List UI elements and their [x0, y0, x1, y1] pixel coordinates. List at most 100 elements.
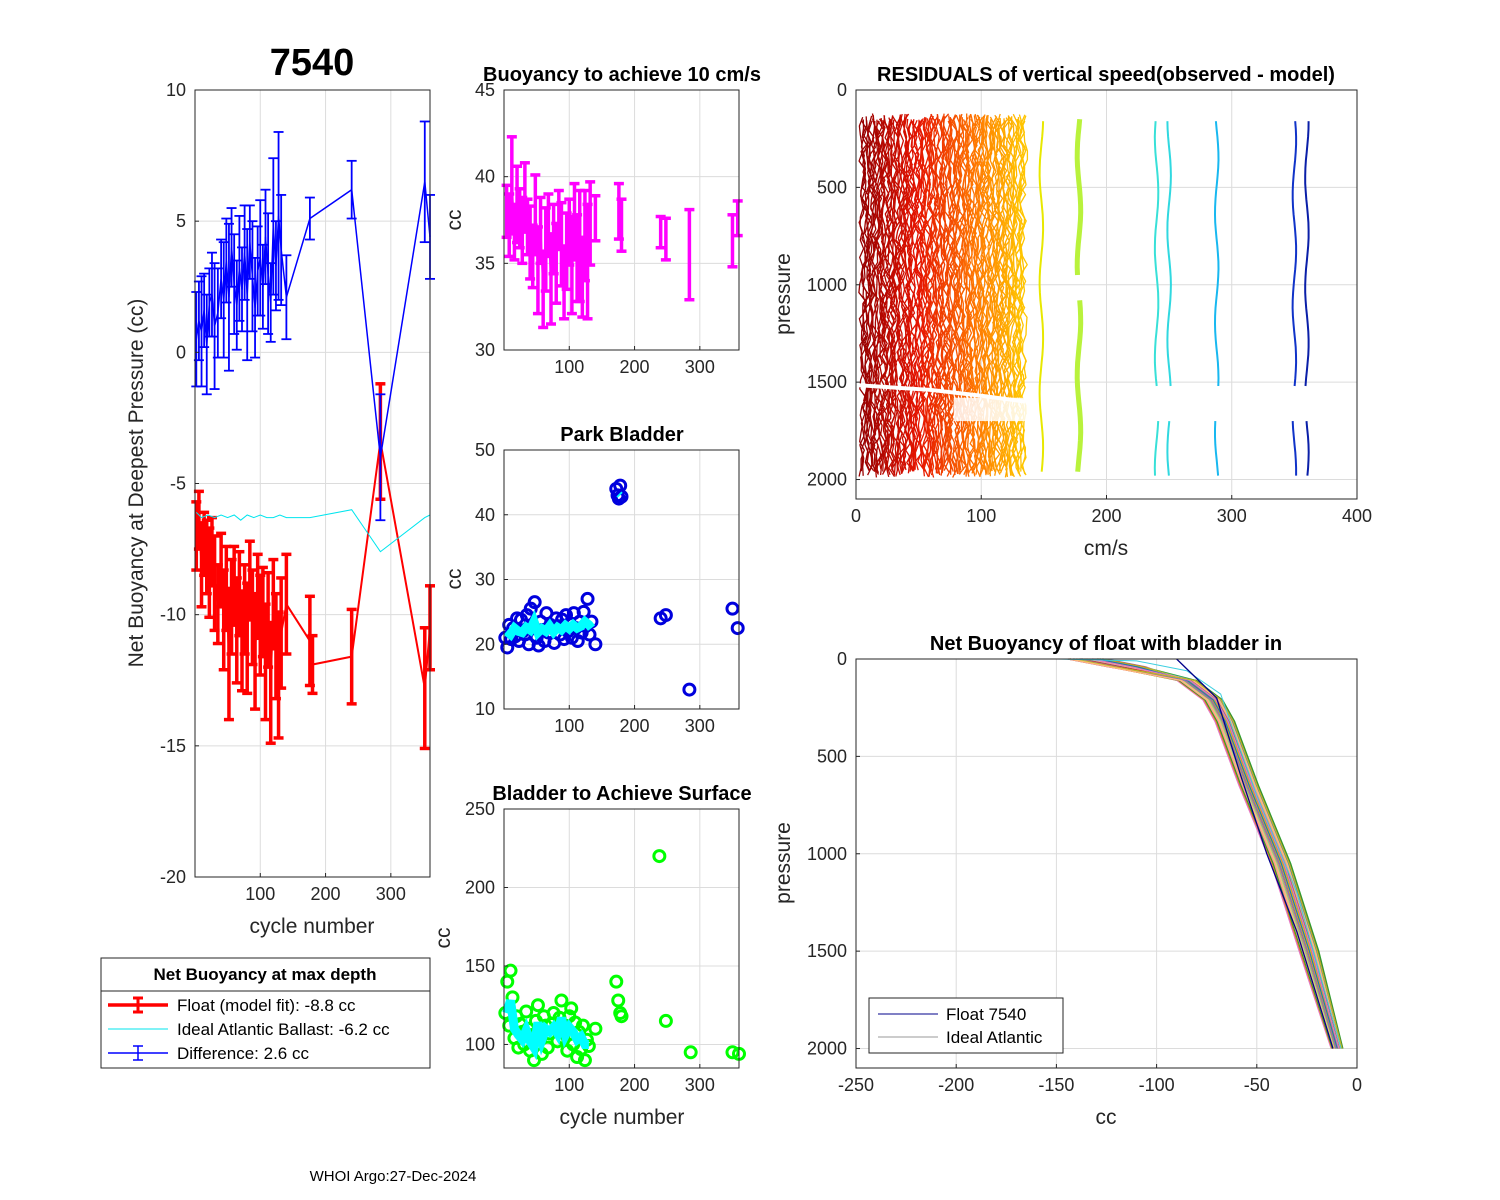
b10-ytick-label: 30 [475, 340, 495, 360]
park-point [527, 595, 542, 610]
legend-float-marker [108, 996, 168, 1014]
residual-profile [923, 118, 932, 470]
netb-title: Net Buoyancy of float with bladder in [930, 633, 1282, 655]
netb-legend-float-label: Float 7540 [946, 1005, 1026, 1024]
park-ytick-label: 10 [475, 699, 495, 719]
residual-profile [873, 120, 882, 472]
residual-profile [905, 120, 915, 472]
surf-point [652, 849, 667, 864]
buoyancy-profile [1096, 658, 1338, 1049]
park-point [682, 682, 697, 697]
residual-profile [866, 120, 875, 472]
difference-line [195, 181, 431, 458]
surf-point [530, 998, 545, 1013]
surf-point [658, 1013, 673, 1028]
resid-ylabel: pressure [772, 253, 795, 335]
b10-ylabel: cc [443, 210, 466, 231]
park-ytick-label: 40 [475, 505, 495, 525]
residual-profile [945, 117, 955, 477]
netb-xlabel: cc [1096, 1106, 1117, 1129]
net-title: 7540 [270, 42, 355, 84]
resid-ytick-label: 0 [837, 80, 847, 100]
resid-xlabel: cm/s [1084, 537, 1128, 560]
netb-xtick-label: -100 [1139, 1075, 1175, 1095]
b10-panel: 100 200 300 45 40 35 30 Buoyancy to achieve 10… [443, 64, 761, 377]
net-legend-title: Net Buoyancy at max depth [154, 965, 377, 984]
net-ytick-label: -5 [170, 474, 186, 494]
net-ytick-label: 0 [176, 342, 186, 362]
surf-xtick-label: 100 [554, 1075, 584, 1095]
park-point [614, 489, 629, 504]
surf-point [609, 974, 624, 989]
residual-profile-offset [1214, 421, 1220, 476]
net-ytick-label: 10 [166, 80, 186, 100]
surf-title: Bladder to Achieve Surface [492, 783, 751, 805]
resid-xtick-label: 400 [1342, 506, 1372, 526]
park-fit-band [503, 609, 596, 642]
b10-xtick-label: 200 [620, 357, 650, 377]
park-ytick-label: 30 [475, 570, 495, 590]
net-buoyancy-panel: 100 200 300 10 5 0 -5 -10 -15 -20 7540 cycle numb… [125, 42, 435, 938]
residual-profile-offset [1166, 420, 1171, 476]
residual-profile [866, 119, 876, 472]
park-point [588, 637, 603, 652]
net-xtick-label: 300 [376, 884, 406, 904]
park-ylabel: cc [443, 569, 466, 590]
netb-legend-box [868, 997, 1064, 1054]
net-ytick-label: -15 [160, 736, 186, 756]
netb-xtick-label: 0 [1352, 1075, 1362, 1095]
residual-profile-offset [1291, 121, 1298, 387]
net-ytick-label: 5 [176, 211, 186, 231]
surf-ylabel: cc [432, 928, 455, 949]
surf-point [519, 1004, 534, 1019]
buoyancy-profile [1073, 658, 1343, 1049]
net-ytick-label: -10 [160, 605, 186, 625]
residual-profile [906, 119, 916, 471]
netb-ytick-label: 1000 [807, 844, 847, 864]
netb-legend: Float 7540 Ideal Atlantic [868, 997, 1064, 1054]
residual-profile [940, 113, 950, 474]
residual-profile [928, 115, 937, 476]
b10-ytick-label: 40 [475, 167, 495, 187]
buoyancy-profile [1069, 658, 1335, 1049]
net-xtick-label: 100 [245, 884, 275, 904]
net-ytick-label: -20 [160, 867, 186, 887]
park-ytick-label: 20 [475, 634, 495, 654]
surf-xtick-label: 200 [620, 1075, 650, 1095]
residual-profile-offset [1291, 421, 1298, 476]
surf-point [554, 993, 569, 1008]
netb-xtick-label: -150 [1038, 1075, 1074, 1095]
legend-difference-label: Difference: 2.6 cc [177, 1044, 309, 1063]
park-xtick-label: 300 [685, 716, 715, 736]
surf-point [577, 1053, 592, 1068]
b10-ytick-label: 35 [475, 253, 495, 273]
residual-profile [897, 114, 907, 474]
float-line [195, 441, 431, 689]
resid-ytick-label: 500 [817, 177, 847, 197]
park-point [580, 591, 595, 606]
resid-ytick-label: 1500 [807, 372, 847, 392]
net-legend-box [100, 957, 431, 1069]
netb-ytick-label: 500 [817, 746, 847, 766]
netb-ylabel: pressure [772, 822, 795, 904]
netb-axes-frame [855, 658, 1358, 1069]
resid-xtick-label: 200 [1091, 506, 1121, 526]
park-ytick-label: 50 [475, 440, 495, 460]
surf-point [588, 1021, 603, 1036]
surf-axes-frame [503, 808, 740, 1069]
residual-profile-offset [1213, 121, 1220, 387]
surf-ytick-label: 250 [465, 799, 495, 819]
ideal-atlantic-line [916, 658, 1342, 1049]
park-point [730, 621, 745, 636]
b10-xtick-label: 300 [685, 357, 715, 377]
netb-legend-ideal-label: Ideal Atlantic [946, 1028, 1043, 1047]
legend-difference-marker [108, 1045, 168, 1061]
park-xtick-label: 200 [620, 716, 650, 736]
resid-ytick-label: 2000 [807, 470, 847, 490]
residual-profile-offset [1153, 421, 1160, 476]
surf-xtick-label: 300 [685, 1075, 715, 1095]
resid-ytick-label: 1000 [807, 275, 847, 295]
park-fit-band [616, 491, 623, 498]
residual-profile [918, 118, 927, 470]
netb-panel: -250 -200 -150 -100 -50 0 0 500 1000 1500 2000 Net… [772, 633, 1362, 1129]
